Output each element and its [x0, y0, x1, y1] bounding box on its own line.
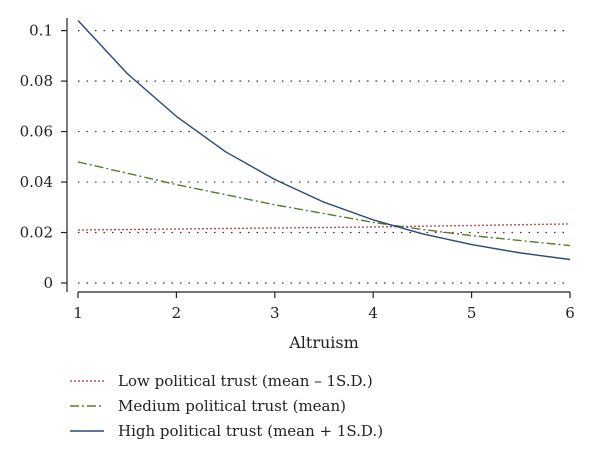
y-tick-label: 0	[43, 274, 53, 292]
grid-lines	[78, 30, 570, 284]
legend-label: High political trust (mean + 1S.D.)	[118, 422, 383, 440]
series-line-3	[77, 20, 571, 261]
series-line-1	[77, 223, 571, 231]
x-tick-label: 5	[467, 304, 477, 322]
y-tick-label: 0.04	[20, 173, 53, 191]
legend-label: Medium political trust (mean)	[118, 397, 346, 415]
x-tick-label: 4	[368, 304, 378, 322]
legend: Low political trust (mean – 1S.D.) Medium…	[70, 372, 383, 440]
x-tick-label: 2	[172, 304, 182, 322]
x-tick-label: 1	[73, 304, 83, 322]
x-tick-label: 6	[565, 304, 575, 322]
legend-label: Low political trust (mean – 1S.D.)	[118, 372, 373, 390]
series-line-2	[77, 161, 571, 247]
y-tick-label: 0.06	[20, 123, 53, 141]
x-axis-title: Altruism	[288, 333, 359, 352]
ticks: 0 0.02 0.04 0.06 0.08 0.1 1 2 3 4 5 6	[20, 22, 575, 322]
x-tick-label: 3	[270, 304, 280, 322]
y-tick-label: 0.1	[29, 22, 53, 40]
y-tick-label: 0.08	[20, 72, 53, 90]
series-lines	[77, 20, 571, 261]
y-tick-label: 0.02	[20, 224, 53, 242]
axes	[66, 18, 570, 293]
